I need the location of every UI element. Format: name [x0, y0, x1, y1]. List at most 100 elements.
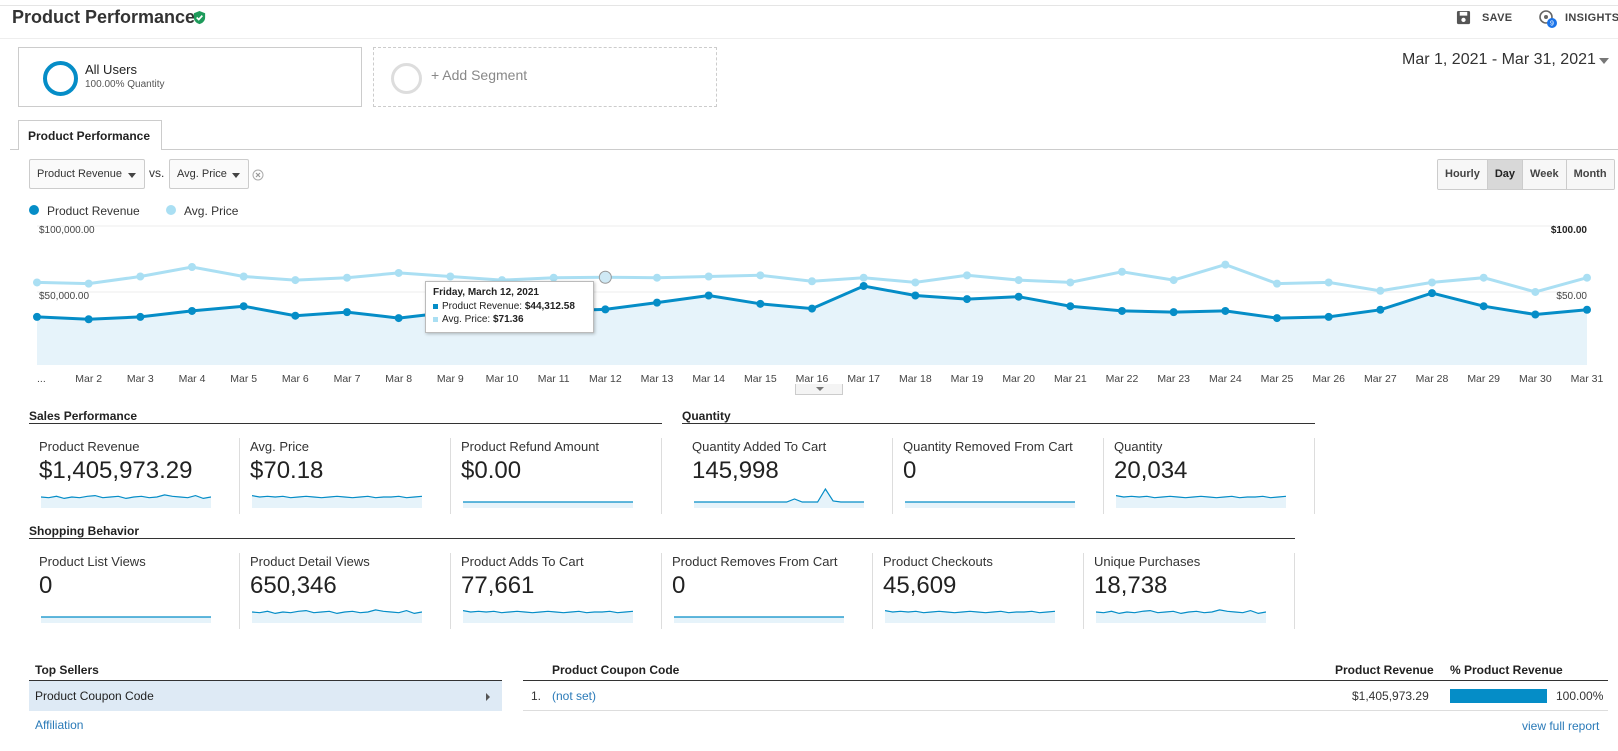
chart-tooltip: Friday, March 12, 2021 Product Revenue: …	[425, 281, 594, 333]
save-button[interactable]: SAVE	[1482, 12, 1513, 24]
x-tick-label: Mar 17	[847, 373, 880, 385]
avg-price-point	[911, 278, 920, 287]
revenue-point	[291, 311, 300, 320]
scorecard-label: Quantity Removed From Cart	[903, 439, 1073, 454]
column-header-coupon: Product Coupon Code	[552, 663, 680, 677]
avg-price-point	[1066, 278, 1075, 287]
x-tick-label: Mar 28	[1416, 373, 1449, 385]
scorecard[interactable]: Product Adds To Cart 77,661	[451, 551, 662, 627]
right-tick-label: $50.00	[1556, 291, 1587, 302]
scorecard[interactable]: Quantity 20,034	[1104, 436, 1315, 512]
avg-price-point	[963, 271, 971, 280]
scorecard[interactable]: Product List Views 0	[29, 551, 240, 627]
card-separator	[661, 553, 662, 629]
tab-divider	[10, 149, 1618, 150]
granularity-day-button[interactable]: Day	[1486, 160, 1523, 189]
scorecard[interactable]: Product Detail Views 650,346	[240, 551, 451, 627]
add-segment-label: + Add Segment	[431, 67, 528, 83]
scorecard-sparkline	[694, 488, 864, 508]
row-coupon-link[interactable]: (not set)	[552, 689, 597, 703]
card-separator	[450, 553, 451, 629]
revenue-point	[188, 306, 196, 315]
avg-price-point	[549, 273, 558, 282]
x-tick-label: Mar 23	[1157, 373, 1190, 385]
secondary-metric-select[interactable]: Avg. Price	[169, 159, 249, 189]
column-header-pct-revenue[interactable]: % Product Revenue	[1450, 663, 1563, 677]
date-range-picker[interactable]: Mar 1, 2021 - Mar 31, 2021	[1402, 51, 1596, 68]
scorecard-label: Product List Views	[39, 554, 146, 569]
scorecard[interactable]: Quantity Added To Cart 145,998	[682, 436, 893, 512]
line-chart[interactable]: $100,000.00 $50,000.00 $100.00 $50.00... Mar…	[0, 222, 1618, 392]
top-sellers-affiliation-link[interactable]: Affiliation	[35, 718, 84, 732]
granularity-month-button[interactable]: Month	[1565, 160, 1614, 189]
insights-badge: 9	[1550, 21, 1554, 28]
section-sales-line	[29, 423, 662, 424]
x-tick-label: Mar 21	[1054, 373, 1087, 385]
avg-price-point	[756, 271, 765, 280]
avg-price-point	[1479, 273, 1488, 282]
avg-price-point	[136, 272, 145, 281]
insights-icon[interactable]: 9	[1538, 9, 1558, 29]
save-icon[interactable]	[1456, 10, 1471, 25]
chart-collapse-toggle[interactable]	[795, 384, 843, 395]
section-shopping-line	[29, 538, 1295, 539]
x-tick-label: Mar 22	[1106, 373, 1139, 385]
scorecard-value: 650,346	[250, 572, 337, 599]
section-quantity: Quantity	[682, 409, 731, 423]
remove-metric-icon[interactable]	[252, 169, 264, 181]
scorecard-label: Quantity Added To Cart	[692, 439, 827, 454]
top-sellers-selected-row[interactable]	[29, 681, 502, 711]
revenue-point	[136, 312, 145, 321]
scorecard[interactable]: Product Removes From Cart 0	[662, 551, 873, 627]
primary-metric-select[interactable]: Product Revenue	[29, 159, 145, 189]
granularity-week-button[interactable]: Week	[1522, 160, 1566, 189]
scorecard-value: 0	[903, 457, 917, 484]
avg-price-point	[84, 279, 93, 288]
granularity-hourly-button[interactable]: Hourly	[1438, 160, 1487, 189]
tooltip-revenue-value: $44,312.58	[524, 301, 575, 312]
x-tick-label: Mar 30	[1519, 373, 1552, 385]
chevron-down-icon[interactable]	[1599, 58, 1609, 64]
view-full-report-link[interactable]: view full report	[1522, 719, 1600, 733]
page-title: Product Performance	[12, 7, 196, 27]
tab-product-performance[interactable]: Product Performance	[18, 120, 162, 150]
revenue-point	[1428, 289, 1436, 298]
scorecard-label: Product Detail Views	[250, 554, 370, 569]
scorecard[interactable]: Product Refund Amount $0.00	[451, 436, 662, 512]
tooltip-revenue-label: Product Revenue:	[442, 301, 523, 312]
revenue-point	[756, 299, 765, 308]
scorecard-sparkline	[463, 610, 633, 623]
card-separator	[239, 553, 240, 629]
scorecard[interactable]: Product Revenue $1,405,973.29	[29, 436, 240, 512]
scorecard[interactable]: Unique Purchases 18,738	[1084, 551, 1295, 627]
granularity-toggle: Hourly Day Week Month	[1437, 159, 1615, 190]
segment-all-users[interactable]: All Users 100.00% Quantity	[18, 47, 362, 107]
chevron-down-icon	[232, 173, 240, 178]
row-index: 1.	[531, 689, 542, 703]
tooltip-price-swatch	[433, 317, 438, 322]
legend-price-label: Avg. Price	[184, 204, 239, 218]
revenue-point	[1324, 312, 1333, 321]
card-separator	[872, 553, 873, 629]
column-header-revenue[interactable]: Product Revenue	[1335, 663, 1434, 677]
scorecard-label: Product Removes From Cart	[672, 554, 838, 569]
row-pct-bar	[1450, 689, 1547, 703]
x-tick-label: Mar 25	[1261, 373, 1294, 385]
tooltip-revenue-swatch	[433, 304, 438, 309]
top-sellers-coupon-code[interactable]: Product Coupon Code	[35, 689, 154, 703]
insights-button[interactable]: INSIGHTS	[1565, 12, 1618, 24]
avg-price-point	[704, 272, 713, 281]
avg-price-point	[1014, 276, 1023, 285]
card-separator	[1294, 553, 1295, 629]
scorecard[interactable]: Product Checkouts 45,609	[873, 551, 1084, 627]
add-segment-button[interactable]: + Add Segment	[373, 47, 717, 107]
chevron-down-icon	[128, 173, 136, 178]
scorecard-sparkline	[252, 495, 422, 508]
scorecard[interactable]: Avg. Price $70.18	[240, 436, 451, 512]
revenue-point	[704, 291, 713, 300]
scorecard[interactable]: Quantity Removed From Cart 0	[893, 436, 1104, 512]
scorecard-value: 45,609	[883, 572, 957, 599]
x-tick-label: Mar 5	[230, 373, 257, 385]
table-header-line	[523, 680, 1608, 681]
x-tick-label: Mar 13	[641, 373, 674, 385]
